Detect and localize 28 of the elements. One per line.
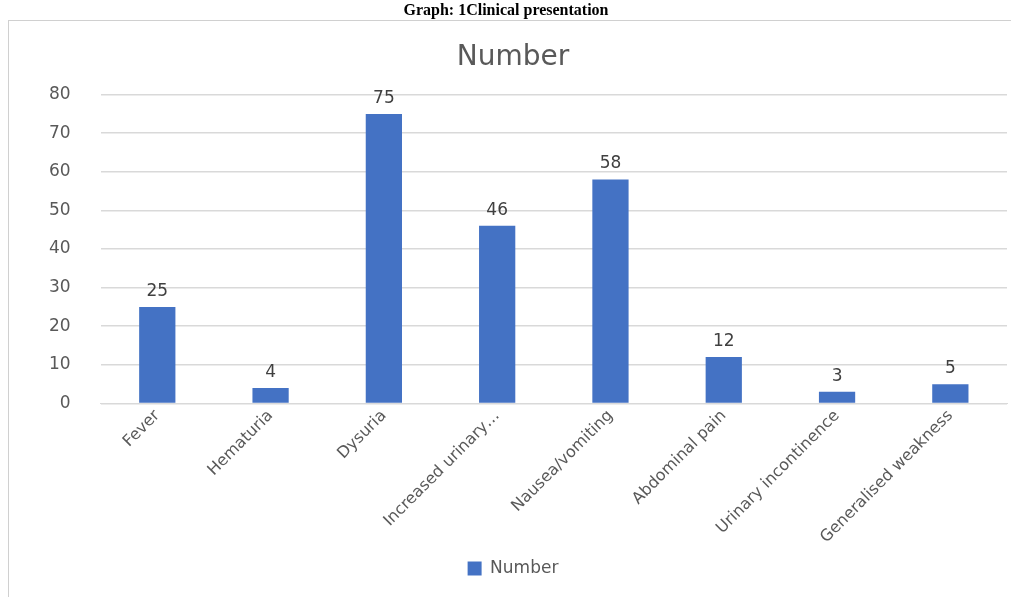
- bar: [365, 113, 402, 403]
- data-label: 3: [831, 364, 843, 385]
- y-tick-label: 80: [48, 83, 71, 104]
- bar: [932, 384, 969, 403]
- y-tick-label: 20: [48, 314, 71, 335]
- data-label: 25: [146, 279, 169, 300]
- data-label: 5: [944, 357, 956, 378]
- y-tick-label: 10: [48, 353, 71, 374]
- y-tick-label: 60: [48, 160, 71, 181]
- bar: [592, 179, 629, 403]
- data-label: 58: [599, 152, 622, 173]
- chart-title: Number: [456, 39, 570, 73]
- text: Graph: 1Clinical presentation: [402, 0, 610, 20]
- bar: [139, 306, 176, 403]
- bar: [705, 357, 742, 403]
- bar: [818, 391, 856, 403]
- y-tick-label: 40: [48, 237, 71, 258]
- legend-label: Number: [490, 556, 559, 577]
- y-tick-label: 70: [48, 121, 71, 142]
- data-label: 75: [373, 86, 395, 107]
- data-label: 4: [265, 360, 276, 381]
- bar: [479, 225, 516, 403]
- data-label: 12: [712, 330, 735, 351]
- data-label: 46: [486, 198, 508, 219]
- y-tick-label: 30: [48, 276, 71, 297]
- y-tick-label: 50: [48, 198, 71, 219]
- y-tick-label: 0: [59, 391, 71, 412]
- bar: [252, 388, 289, 403]
